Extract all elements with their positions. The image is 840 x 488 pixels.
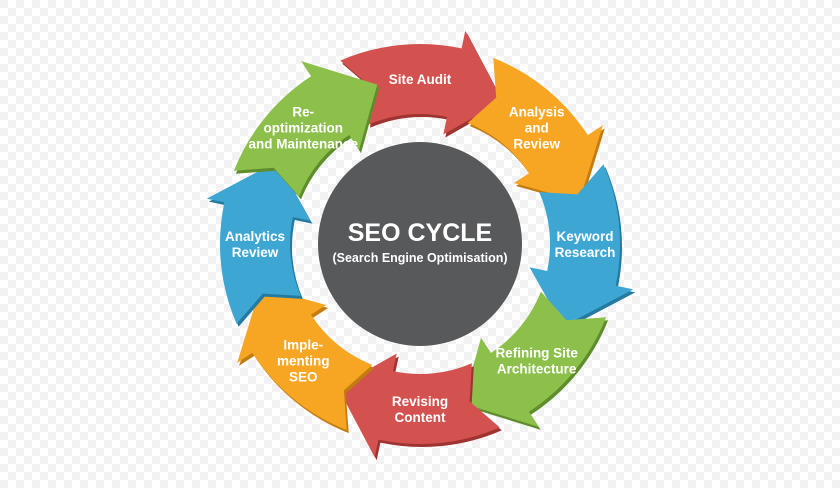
step-label-line: Site Audit — [389, 72, 452, 87]
cycle-arrows — [206, 30, 636, 461]
step-label-line: SEO — [289, 370, 318, 385]
cycle-step-arrow — [467, 57, 605, 205]
step-label: Site Audit — [389, 72, 452, 87]
step-label-line: Analysis — [509, 104, 565, 119]
arrow-body — [233, 61, 378, 197]
cycle-step-arrow — [337, 353, 502, 461]
step-label-line: optimization — [264, 120, 344, 135]
center-circle — [318, 142, 522, 346]
arrow-body — [237, 286, 373, 431]
step-label: Refining Site Architecture — [495, 346, 578, 377]
step-label-line: Keyword — [556, 229, 613, 244]
step-label-line: Imple- — [283, 338, 323, 353]
center-subtitle: (Search Engine Optimisation) — [332, 251, 507, 265]
step-label: Imple-menting SEO — [277, 338, 330, 385]
cycle-step-arrow — [206, 161, 313, 327]
step-label-line: Re- — [292, 104, 314, 119]
step-label-line: Refining Site — [495, 346, 578, 361]
arrow-body — [206, 161, 311, 324]
step-label: Re-optimization and Maintenance — [249, 104, 359, 151]
cycle-step-arrow — [237, 286, 375, 434]
cycle-step-arrow — [462, 291, 609, 430]
step-label-line: Content — [395, 410, 446, 425]
arrow-body — [462, 291, 607, 427]
arrow-body — [337, 353, 500, 458]
arrow-body — [467, 57, 603, 202]
cycle-step-arrow — [233, 61, 380, 200]
step-label: Analytics Review — [225, 229, 285, 260]
step-label-line: Analytics — [225, 229, 285, 244]
step-label-line: menting — [277, 354, 330, 369]
step-label-line: and Maintenance — [249, 136, 359, 151]
step-label-line: Research — [555, 245, 616, 260]
step-label-line: and — [525, 120, 549, 135]
arrow-body — [340, 30, 503, 135]
step-label-line: Architecture — [497, 362, 577, 377]
cycle-step-arrow — [529, 164, 636, 330]
center-title: SEO CYCLE — [348, 219, 492, 247]
step-label-line: Review — [513, 136, 560, 151]
step-label-line: Review — [232, 245, 279, 260]
step-label: Revising Content — [392, 394, 448, 425]
step-label-line: Revising — [392, 394, 448, 409]
arrow-body — [529, 164, 634, 327]
center-hub: SEO CYCLE (Search Engine Optimisation) — [318, 142, 522, 346]
step-label: Analysis and Review — [509, 104, 565, 151]
cycle-step-arrow — [340, 30, 505, 138]
step-label: Keyword Research — [555, 229, 616, 260]
